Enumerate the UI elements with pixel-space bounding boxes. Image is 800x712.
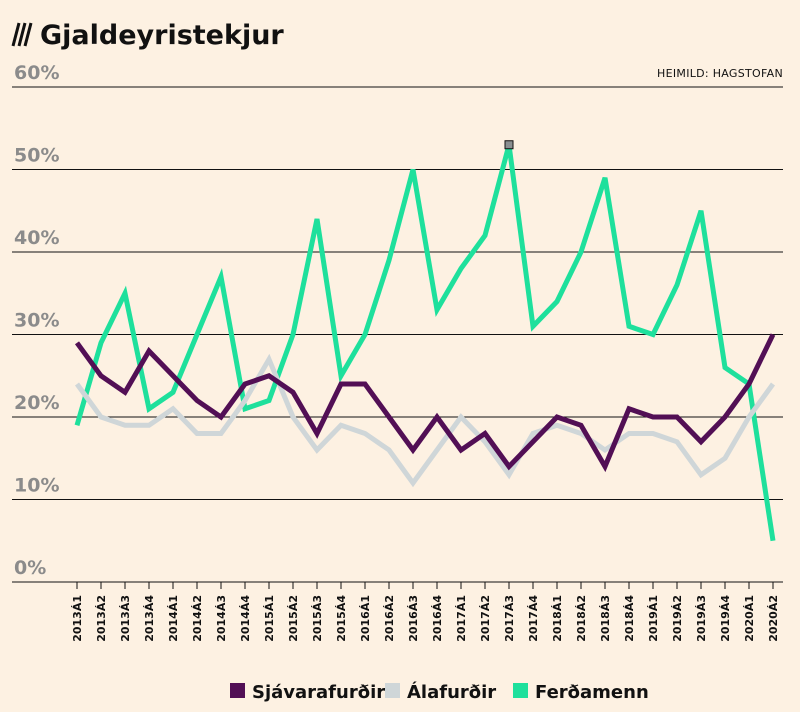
x-tick-label: 2014Á2 [191,595,204,642]
x-tick-label: 2015Á3 [311,595,324,642]
chart-source: HEIMILD: HAGSTOFAN [657,67,783,80]
x-tick-label: 2014Á3 [215,595,228,642]
x-tick-label: 2017Á1 [455,595,468,642]
y-tick-label: 10% [14,475,59,497]
y-tick-label: 30% [14,310,59,332]
x-tick-label: 2019Á4 [719,595,732,642]
x-tick-label: 2020Á2 [767,595,780,642]
x-tick-label: 2016Á2 [383,595,396,642]
x-tick-label: 2016Á3 [407,595,420,642]
x-tick-label: 2019Á3 [695,595,708,642]
chart-title: Gjaldeyristekjur [40,20,284,51]
legend-swatch [385,683,400,698]
y-tick-label: 20% [14,392,59,414]
y-tick-label: 0% [14,557,46,579]
legend-label: Álafurðir [407,681,496,703]
x-tick-label: 2017Á4 [527,595,540,642]
y-tick-label: 40% [14,227,59,249]
x-tick-label: 2018Á1 [551,595,564,642]
x-tick-label: 2015Á4 [335,595,348,642]
legend: Sjávarafurðir Álafurðir Ferðamenn [230,681,649,703]
legend-label: Sjávarafurðir [252,682,385,703]
x-tick-label: 2014Á4 [239,595,252,642]
y-tick-label: 50% [14,145,59,167]
x-tick-label: 2017Á3 [503,595,516,642]
x-tick-label: 2014Á1 [167,595,180,642]
x-tick-label: 2016Á1 [359,595,372,642]
x-tick-label: 2015Á2 [287,595,300,642]
x-tick-label: 2020Á1 [743,595,756,642]
y-axis-ticks: 0% 10% 20% 30% 40% 50% 60% [14,62,59,579]
x-tick-label: 2015Á1 [263,595,276,642]
x-tick-label: 2013Á1 [71,595,84,642]
x-tick-label: 2019Á1 [647,595,660,642]
series-line [74,333,776,473]
y-tick-label: 60% [14,62,59,84]
legend-label: Ferðamenn [535,682,649,703]
series-lines [74,144,776,542]
legend-swatch [513,683,528,698]
x-tick-label: 2018Á2 [575,595,588,642]
marker-layer [504,140,514,150]
series-line [74,144,776,542]
series-line [74,353,776,488]
x-tick-label: 2019Á2 [671,595,684,642]
legend-swatch [230,683,245,698]
x-tick-label: 2013Á4 [143,595,156,642]
x-tick-label: 2018Á4 [623,595,636,642]
x-tick-label: 2013Á3 [119,595,132,642]
x-tick-label: 2017Á2 [479,595,492,642]
x-tick-label: 2016Á4 [431,595,444,642]
x-tick-label: 2013Á2 [95,595,108,642]
title-icon [11,22,33,47]
data-marker [504,140,514,150]
x-axis-ticks: 2013Á1 2013Á2 2013Á3 2013Á4 2014Á1 2014Á2 2014… [71,595,780,642]
gridlines [12,86,783,589]
x-tick-label: 2018Á3 [599,595,612,642]
